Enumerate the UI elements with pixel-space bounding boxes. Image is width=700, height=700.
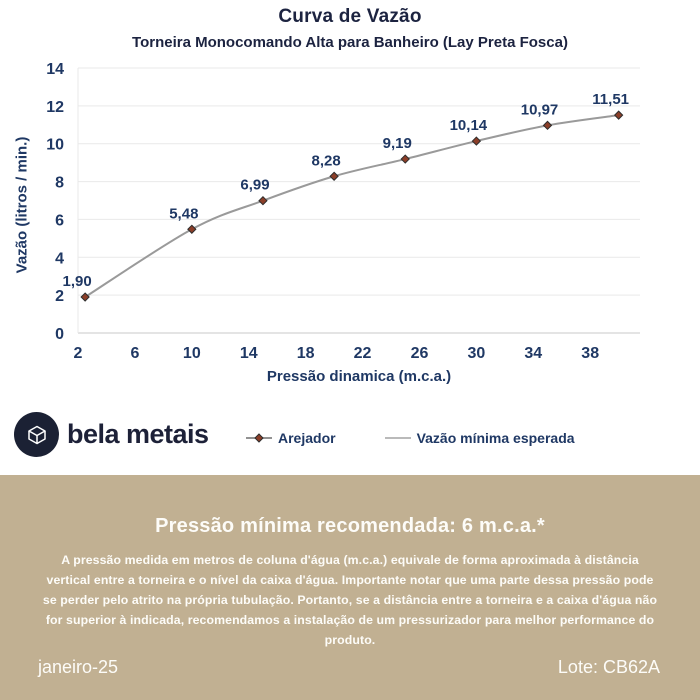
diamond-marker-icon [542,120,553,131]
diamond-marker-icon [471,136,482,146]
svg-text:10,14: 10,14 [450,117,488,134]
footer-lot: Lote: CB62A [557,657,660,677]
diamond-marker-icon [613,110,624,120]
x-axis-title: Pressão dinamica (m.c.a.) [266,368,452,385]
svg-text:10: 10 [46,137,64,154]
diamond-marker-icon [80,292,90,302]
svg-text:2: 2 [74,345,83,362]
footer-date: janeiro-25 [38,657,119,677]
cube-logo-icon [27,425,46,444]
legend-label-vazao-minima: Vazão mínima esperada [416,430,575,446]
brand-logo: bela metais [14,412,209,457]
svg-text:9,19: 9,19 [383,135,412,152]
series-markers-arejador [80,110,624,302]
svg-text:38: 38 [581,345,599,362]
diamond-marker-icon [187,224,197,234]
svg-text:18: 18 [297,345,315,362]
chart-subtitle: Torneira Monocomando Alta para Banheiro … [132,34,568,51]
svg-text:10: 10 [183,345,201,362]
svg-text:26: 26 [411,345,429,362]
info-body: A pressão medida em metros de coluna d'á… [42,553,658,648]
svg-text:14: 14 [240,345,258,362]
diamond-marker-icon [400,154,410,164]
y-axis-title: Vazão (litros / min.) [13,136,31,274]
svg-text:0: 0 [55,326,64,343]
diamond-marker-icon [329,171,339,181]
chart-title: Curva de Vazão [278,6,422,27]
series-line-arejador [84,114,619,298]
logo-circle [14,412,59,457]
svg-text:30: 30 [467,345,485,362]
svg-text:34: 34 [524,345,542,362]
y-tick-labels: 0 2 4 6 8 10 12 14 [46,61,64,343]
info-heading: Pressão mínima recomendada: 6 m.c.a.* [155,515,545,537]
svg-text:22: 22 [354,345,372,362]
svg-text:8,28: 8,28 [311,152,340,169]
svg-text:11,51: 11,51 [592,91,629,108]
brand-legend-row: bela metais Arejador Vazão mínima espera… [0,408,700,470]
svg-text:12: 12 [46,99,64,116]
gray-line-icon [384,437,411,439]
svg-text:1,90: 1,90 [63,273,92,290]
info-footer: janeiro-25 Lote: CB62A [38,657,660,678]
svg-text:2: 2 [55,288,64,305]
svg-text:6: 6 [130,345,139,362]
diamond-marker-icon [258,195,268,206]
svg-text:10,97: 10,97 [521,101,559,118]
diamond-marker-line-icon [246,433,272,443]
x-tick-labels: 2 6 10 14 18 22 26 30 34 38 [74,345,600,362]
data-labels: 1,90 5,48 6,99 8,28 9,19 10,14 10,97 11,51 [63,91,630,290]
gridlines [77,67,640,334]
svg-text:8: 8 [55,175,64,192]
svg-text:4: 4 [55,250,64,267]
legend-label-arejador: Arejador [278,430,336,446]
svg-text:6,99: 6,99 [240,177,269,194]
svg-text:5,48: 5,48 [169,205,198,222]
legend-item-arejador: Arejador [245,430,336,446]
legend-item-vazao-minima: Vazão mínima esperada [384,430,575,446]
svg-text:14: 14 [46,61,64,78]
chart-legend: Arejador Vazão mínima esperada [245,430,575,446]
brand-name: bela metais [67,419,209,449]
info-box: Pressão mínima recomendada: 6 m.c.a.* A … [0,475,700,700]
svg-text:6: 6 [55,212,64,229]
